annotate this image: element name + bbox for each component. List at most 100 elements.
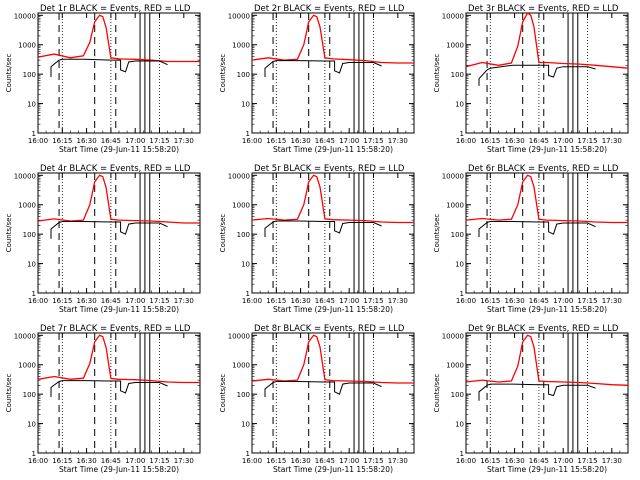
- lld-series-line: [466, 174, 628, 224]
- panel-det-5: Det 5r BLACK = Events, RED = LLD 1 10 100 10…: [219, 164, 415, 314]
- x-tick-label: 16:30: [505, 457, 525, 465]
- y-tick-label: 1: [246, 130, 250, 138]
- panel-det-9: Det 9r BLACK = Events, RED = LLD 1 10 100 10…: [433, 324, 629, 474]
- x-tick-label: 16:15: [52, 297, 72, 305]
- x-tick-label: 17:30: [602, 297, 622, 305]
- events-series-line: [264, 220, 382, 237]
- x-tick-label: 17:15: [363, 457, 383, 465]
- x-tick-label: 16:45: [101, 297, 121, 305]
- y-tick-label: 1000: [18, 42, 36, 50]
- events-series-line: [264, 381, 382, 397]
- y-tick-label: 1: [32, 130, 36, 138]
- y-axis-label: Counts/sec: [433, 214, 441, 253]
- y-tick-label: 10: [455, 101, 464, 109]
- lld-series-line: [38, 334, 200, 384]
- y-tick-label: 10: [27, 261, 36, 269]
- lld-series-line: [466, 13, 628, 69]
- y-tick-label: 1000: [446, 42, 464, 50]
- y-tick-label: 10000: [14, 12, 36, 20]
- y-tick-label: 100: [23, 71, 36, 79]
- y-tick-label: 1: [32, 450, 36, 458]
- y-tick-label: 10: [27, 421, 36, 429]
- x-tick-label: 16:45: [315, 297, 335, 305]
- y-axis-label: Counts/sec: [433, 374, 441, 413]
- x-tick-label: 16:45: [315, 137, 335, 145]
- y-tick-label: 100: [23, 391, 36, 399]
- x-tick-label: 16:45: [529, 457, 549, 465]
- y-tick-label: 1: [460, 290, 464, 298]
- x-tick-label: 17:00: [553, 297, 573, 305]
- x-tick-label: 16:00: [28, 137, 48, 145]
- panel-det-3: Det 3r BLACK = Events, RED = LLD 1 10 100 10…: [433, 4, 629, 154]
- x-tick-label: 16:00: [242, 457, 262, 465]
- y-tick-label: 1000: [446, 362, 464, 370]
- x-tick-label: 17:00: [125, 137, 145, 145]
- x-axis-label: Start Time (29-Jun-11 15:58:20): [487, 145, 607, 154]
- x-tick-label: 16:30: [77, 297, 97, 305]
- events-series-line: [50, 58, 168, 77]
- x-tick-label: 17:15: [577, 137, 597, 145]
- x-tick-label: 16:30: [77, 137, 97, 145]
- y-axis-label: Counts/sec: [5, 214, 13, 253]
- panel-title: Det 6r BLACK = Events, RED = LLD: [468, 164, 619, 174]
- events-series-line: [478, 64, 596, 86]
- x-tick-label: 17:15: [149, 457, 169, 465]
- events-series-line: [264, 60, 382, 77]
- x-axis-label: Start Time (29-Jun-11 15:58:20): [487, 465, 607, 474]
- panel-title: Det 8r BLACK = Events, RED = LLD: [254, 324, 405, 334]
- x-tick-label: 16:45: [101, 457, 121, 465]
- x-tick-label: 17:15: [577, 297, 597, 305]
- x-tick-label: 17:15: [149, 297, 169, 305]
- events-series-line: [478, 221, 596, 237]
- panel-title: Det 9r BLACK = Events, RED = LLD: [468, 324, 619, 334]
- y-tick-label: 10: [241, 421, 250, 429]
- y-axis-label: Counts/sec: [219, 374, 227, 413]
- x-axis-label: Start Time (29-Jun-11 15:58:20): [273, 305, 393, 314]
- x-tick-label: 16:45: [101, 137, 121, 145]
- x-tick-label: 16:00: [456, 137, 476, 145]
- x-tick-label: 16:15: [52, 457, 72, 465]
- y-axis-label: Counts/sec: [219, 54, 227, 93]
- y-tick-label: 100: [451, 231, 464, 239]
- x-tick-label: 17:30: [174, 457, 194, 465]
- y-axis-label: Counts/sec: [5, 374, 13, 413]
- panel-det-4: Det 4r BLACK = Events, RED = LLD 1 10 100 10…: [5, 164, 201, 314]
- y-tick-label: 1000: [18, 362, 36, 370]
- x-tick-label: 16:00: [28, 457, 48, 465]
- lld-series-line: [252, 174, 414, 224]
- panel-title: Det 7r BLACK = Events, RED = LLD: [40, 324, 191, 334]
- lld-series-line: [252, 334, 414, 384]
- x-tick-label: 17:30: [388, 137, 408, 145]
- x-tick-label: 17:15: [363, 297, 383, 305]
- lld-series-line: [38, 174, 200, 224]
- x-tick-label: 16:30: [291, 137, 311, 145]
- x-tick-label: 16:15: [266, 137, 286, 145]
- y-tick-label: 100: [237, 71, 250, 79]
- y-tick-label: 10000: [228, 332, 250, 340]
- y-tick-label: 1: [32, 290, 36, 298]
- y-tick-label: 10000: [14, 172, 36, 180]
- x-tick-label: 16:00: [456, 297, 476, 305]
- x-tick-label: 17:00: [339, 457, 359, 465]
- lld-series-line: [466, 334, 628, 386]
- x-axis-label: Start Time (29-Jun-11 15:58:20): [487, 305, 607, 314]
- y-tick-label: 100: [451, 391, 464, 399]
- y-tick-label: 100: [451, 71, 464, 79]
- x-tick-label: 17:30: [174, 137, 194, 145]
- y-tick-label: 10000: [228, 12, 250, 20]
- events-series-line: [50, 221, 168, 239]
- x-tick-label: 17:30: [602, 137, 622, 145]
- y-tick-label: 1000: [446, 202, 464, 210]
- y-tick-label: 100: [23, 231, 36, 239]
- x-tick-label: 16:45: [529, 297, 549, 305]
- panel-det-6: Det 6r BLACK = Events, RED = LLD 1 10 100 10…: [433, 164, 629, 314]
- x-tick-label: 17:00: [125, 457, 145, 465]
- y-tick-label: 10000: [442, 332, 464, 340]
- x-tick-label: 16:30: [291, 457, 311, 465]
- x-axis-label: Start Time (29-Jun-11 15:58:20): [273, 145, 393, 154]
- y-tick-label: 10: [241, 261, 250, 269]
- x-tick-label: 16:15: [52, 137, 72, 145]
- x-tick-label: 16:15: [266, 457, 286, 465]
- events-series-line: [50, 380, 168, 397]
